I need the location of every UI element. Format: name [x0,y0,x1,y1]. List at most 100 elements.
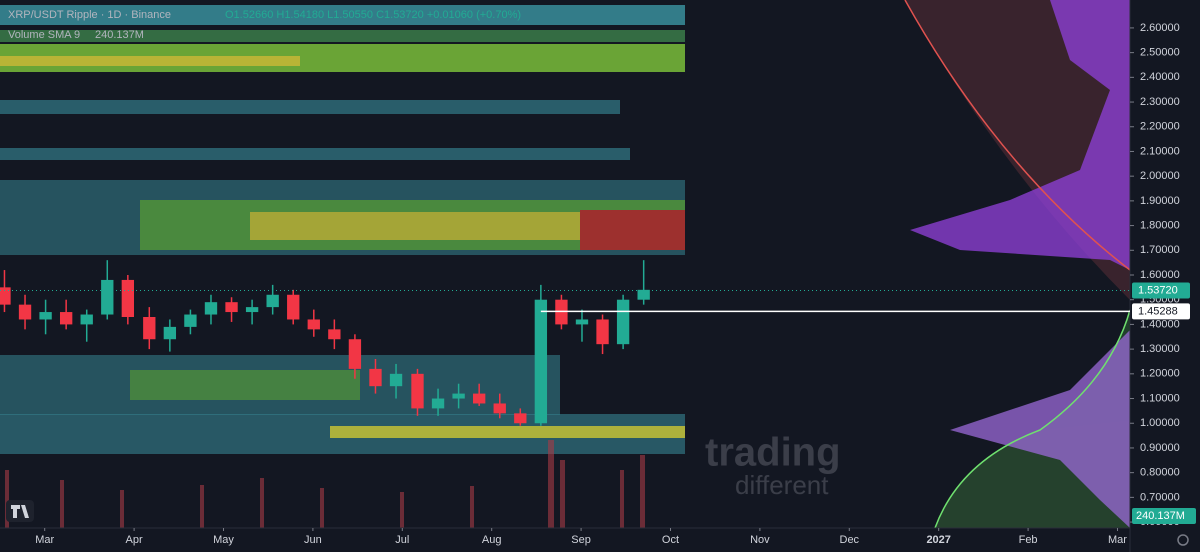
settings-icon[interactable] [1177,534,1189,546]
level-tag [1132,303,1190,320]
candle-body [575,319,589,325]
candle-body [245,307,259,313]
y-tick-label: 1.80000 [1140,219,1180,231]
y-tick-label: 2.10000 [1140,145,1180,157]
logo-mark [11,505,29,518]
watermark-text: trading [705,431,841,475]
watermark: trading different [705,431,841,500]
time-axis [0,528,1200,552]
x-tick-label: May [213,534,234,546]
candle-body [80,314,93,325]
profile-area [905,0,1130,528]
x-tick-label: Dec [840,534,860,546]
candle-body [473,393,486,404]
heat-band [0,148,630,160]
x-tick-label: Nov [750,534,770,546]
candle-body [287,294,300,320]
x-tick-label: Mar [35,534,54,546]
volume-tag-label: 240.137M [1136,510,1185,522]
candle-body [143,316,156,340]
candle-body [163,326,177,340]
candle-body [184,314,197,327]
y-tick-label: 1.40000 [1140,318,1180,330]
x-tick-label: Aug [482,534,502,546]
y-tick-label: 1.20000 [1140,368,1180,380]
y-tick-label: 1.70000 [1140,244,1180,256]
last-price-tag [1132,282,1190,299]
y-tick-label: 1.30000 [1140,343,1180,355]
x-tick-label: Apr [126,534,143,546]
logo [6,500,34,522]
last-price-label: 1.53720 [1138,284,1178,296]
candle-body [411,373,424,409]
y-tick-label: 2.50000 [1140,47,1180,59]
candle-body [452,393,465,399]
ohlc-legend: O1.52660 H1.54180 L1.50550 C1.53720 +0.0… [225,9,521,21]
candle-body [101,279,114,315]
candle-body [0,287,11,305]
candle-body [637,289,650,300]
y-tick-label: 0.80000 [1140,467,1180,479]
logo-box [6,500,34,522]
volume-legend: Volume SMA 9 [8,29,80,41]
heat-band [580,210,685,250]
settings-icon[interactable] [1177,534,1189,546]
candle-body [369,368,382,387]
x-tick-label: Jun [304,534,322,546]
candles [0,260,650,426]
candle-body [307,319,320,330]
heat-band [250,212,580,240]
volume-profile [904,0,1131,529]
y-tick-label: 2.60000 [1140,22,1180,34]
y-tick-label: 0.90000 [1140,442,1180,454]
heat-band [130,370,360,400]
profile-curve [904,0,1131,271]
candle-body [204,302,218,315]
candle-body [59,312,73,325]
candle-body [514,413,527,424]
price-axis [1130,0,1200,552]
profile-curve [934,309,1131,529]
y-tick-label: 2.20000 [1140,121,1180,133]
x-tick-label: Sep [571,534,591,546]
heat-band [0,56,300,66]
candle-body [225,302,238,313]
heat-band [0,30,685,42]
candle-body [534,299,548,424]
candle-body [328,329,341,340]
y-tick-label: 1.60000 [1140,269,1180,281]
candle-body [596,319,609,345]
candle-body [39,312,52,320]
volume-legend-value: 240.137M [95,29,144,41]
y-tick-label: 2.00000 [1140,170,1180,182]
volume-tag [1132,508,1196,524]
heat-band [0,5,685,25]
y-tick-label: 2.30000 [1140,96,1180,108]
y-tick-label: 1.00000 [1140,417,1180,429]
candle-body [266,294,279,308]
candle-body [493,403,506,414]
x-tick-label: 2027 [926,534,950,546]
symbol-title: XRP/USDT Ripple · 1D · Binance [8,9,171,21]
heat-band [330,426,685,438]
profile-histogram [910,0,1130,270]
candle-body [616,299,630,345]
profile-histogram [950,330,1130,528]
level-label: 1.45288 [1138,305,1178,317]
y-tick-label: 2.40000 [1140,71,1180,83]
y-tick-label: 0.70000 [1140,491,1180,503]
watermark-text: different [735,470,829,500]
x-tick-label: Mar [1108,534,1127,546]
heatmap [0,5,685,454]
candle-body [431,398,445,409]
candle-body [121,279,135,317]
y-tick-label: 1.10000 [1140,392,1180,404]
x-tick-label: Jul [395,534,409,546]
x-tick-label: Oct [662,534,679,546]
x-tick-label: Feb [1019,534,1038,546]
candle-body [18,304,32,320]
y-tick-label: 1.90000 [1140,195,1180,207]
heat-band [0,100,620,114]
candle-body [348,339,362,369]
